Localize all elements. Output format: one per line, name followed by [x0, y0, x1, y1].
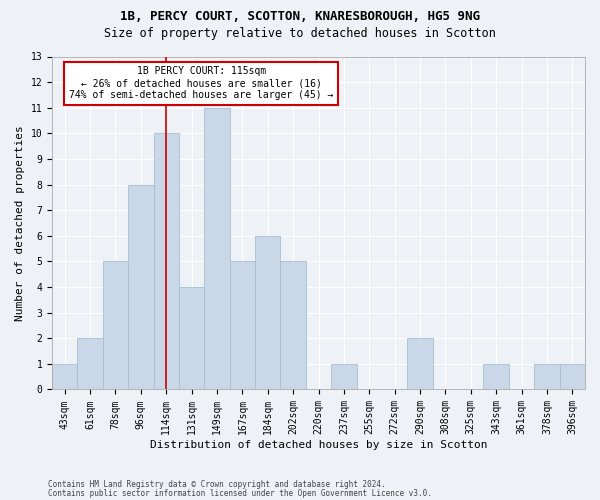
Bar — [230, 262, 255, 390]
Bar — [280, 262, 306, 390]
Bar — [128, 184, 154, 390]
Bar — [255, 236, 280, 390]
Bar — [205, 108, 230, 390]
Text: Contains HM Land Registry data © Crown copyright and database right 2024.: Contains HM Land Registry data © Crown c… — [48, 480, 386, 489]
X-axis label: Distribution of detached houses by size in Scotton: Distribution of detached houses by size … — [150, 440, 487, 450]
Bar — [52, 364, 77, 390]
Bar — [484, 364, 509, 390]
Text: 1B PERCY COURT: 115sqm
← 26% of detached houses are smaller (16)
74% of semi-det: 1B PERCY COURT: 115sqm ← 26% of detached… — [69, 66, 334, 100]
Text: Size of property relative to detached houses in Scotton: Size of property relative to detached ho… — [104, 28, 496, 40]
Bar — [560, 364, 585, 390]
Bar — [154, 134, 179, 390]
Bar — [534, 364, 560, 390]
Bar — [407, 338, 433, 390]
Bar — [103, 262, 128, 390]
Bar — [331, 364, 356, 390]
Bar — [77, 338, 103, 390]
Text: Contains public sector information licensed under the Open Government Licence v3: Contains public sector information licen… — [48, 488, 432, 498]
Text: 1B, PERCY COURT, SCOTTON, KNARESBOROUGH, HG5 9NG: 1B, PERCY COURT, SCOTTON, KNARESBOROUGH,… — [120, 10, 480, 23]
Bar — [179, 287, 205, 390]
Y-axis label: Number of detached properties: Number of detached properties — [15, 125, 25, 321]
